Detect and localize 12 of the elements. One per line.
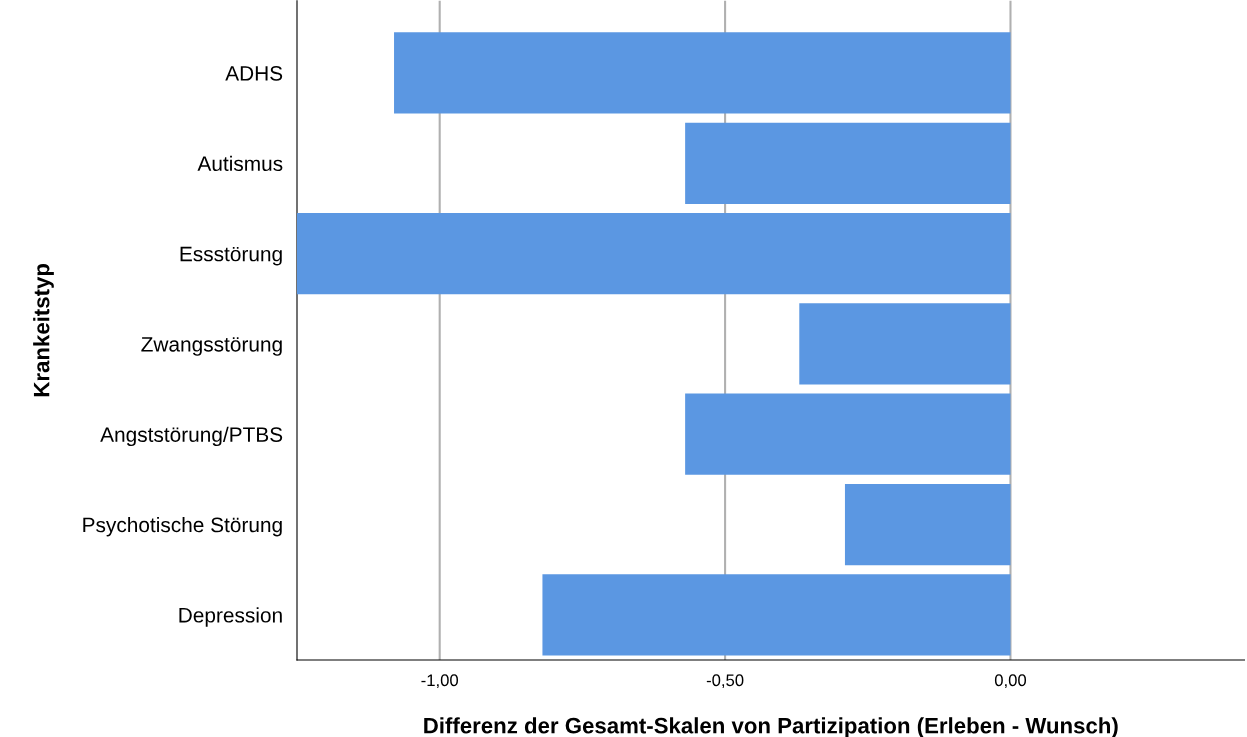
- y-tick-label: Psychotische Störung: [83, 516, 282, 537]
- y-tick-label: Zwangsstörung: [141, 337, 282, 356]
- y-tick-label: Depression: [179, 607, 282, 627]
- y-tick-label: ADHS: [225, 65, 283, 81]
- x-tick-label: 0,00: [994, 674, 1027, 689]
- y-tick-label: Angststörung/PTBS: [100, 426, 283, 447]
- x-axis-title: Differenz der Gesamt-Skalen von Partizipation (Erleben - Wunsch): [424, 717, 1118, 737]
- y-tick-label: Autismus: [197, 155, 283, 172]
- x-tick-label: -0,50: [706, 674, 744, 689]
- x-tick-label: -1,00: [421, 674, 459, 689]
- y-tick-label: Essstörung: [180, 246, 282, 266]
- y-axis-title: Krankeitstyp: [33, 263, 54, 397]
